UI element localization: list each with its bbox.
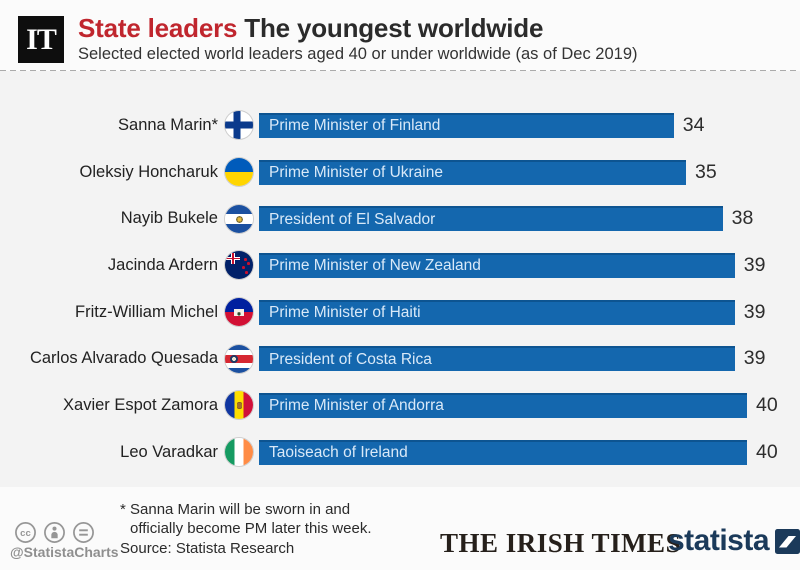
age-bar: Prime Minister of Finland xyxy=(259,112,674,138)
andorra-flag-icon xyxy=(225,391,253,420)
haiti-flag-icon xyxy=(225,298,253,327)
leader-name: Carlos Alvarado Quesada xyxy=(29,349,218,368)
leader-title: Prime Minister of Ukraine xyxy=(269,164,443,182)
ukraine-flag-icon xyxy=(225,158,253,187)
costa-rica-flag-icon xyxy=(225,344,253,373)
source-line: Source: Statista Research xyxy=(120,540,295,557)
leader-name: Fritz-William Michel xyxy=(75,302,218,321)
age-bar: President of El Salvador xyxy=(259,206,723,232)
leader-name: Xavier Espot Zamora xyxy=(63,395,218,414)
age-value: 39 xyxy=(743,253,766,276)
statista-charts-handle: @StatistaCharts xyxy=(10,544,119,560)
page-title: State leaders The youngest worldwide xyxy=(78,13,543,44)
footnote-line1: * Sanna Marin will be sworn in and xyxy=(120,501,351,518)
age-value: 39 xyxy=(743,300,766,323)
leader-title: Taoiseach of Ireland xyxy=(269,444,408,462)
svg-text:cc: cc xyxy=(20,528,31,539)
new-zealand-flag-icon xyxy=(225,251,253,280)
leader-name: Nayib Bukele xyxy=(120,209,218,228)
age-bar: Prime Minister of New Zealand xyxy=(259,252,735,278)
leader-title: Prime Minister of Andorra xyxy=(269,397,444,415)
leader-title: President of Costa Rica xyxy=(269,350,432,368)
leader-title: Prime Minister of Haiti xyxy=(269,304,421,322)
title-rest: The youngest worldwide xyxy=(244,13,544,43)
leader-row: Fritz-William Michel Prime Minister of H… xyxy=(0,289,800,336)
age-value: 38 xyxy=(731,207,754,230)
footnote: * Sanna Marin will be sworn in and offic… xyxy=(120,500,372,538)
age-bar: Prime Minister of Andorra xyxy=(259,392,747,418)
age-value: 34 xyxy=(682,113,705,136)
leader-row: Jacinda Ardern Prime Minister of New Zea… xyxy=(0,242,800,289)
age-bar: Taoiseach of Ireland xyxy=(259,439,747,465)
leader-title: Prime Minister of Finland xyxy=(269,117,441,135)
leader-row: Leo Varadkar Taoiseach of Ireland 40 xyxy=(0,429,800,476)
equality-icon xyxy=(73,522,94,543)
leader-row: Nayib Bukele President of El Salvador 38 xyxy=(0,195,800,242)
footnote-line2: officially become PM later this week. xyxy=(130,520,372,537)
ireland-flag-icon xyxy=(225,438,253,467)
leader-name: Jacinda Ardern xyxy=(107,255,218,274)
age-value: 40 xyxy=(756,440,778,463)
irish-times-wordmark: THE IRISH TIMES xyxy=(440,528,682,558)
age-bar: Prime Minister of Ukraine xyxy=(259,159,686,185)
age-value: 35 xyxy=(695,160,717,183)
leader-name: Leo Varadkar xyxy=(120,442,218,461)
page-subtitle: Selected elected world leaders aged 40 o… xyxy=(78,45,638,63)
age-value: 39 xyxy=(743,347,766,370)
irish-times-it-logo: IT xyxy=(18,16,64,63)
creative-commons-badge: cc xyxy=(14,521,95,544)
cc-icon: cc xyxy=(15,522,36,543)
age-value: 40 xyxy=(756,393,778,416)
attribution-person-icon xyxy=(44,522,65,543)
leader-row: Sanna Marin* Prime Minister of Finland 3… xyxy=(0,102,800,149)
title-highlight: State leaders xyxy=(78,13,238,43)
age-bar: Prime Minister of Haiti xyxy=(259,299,735,325)
leader-name: Oleksiy Honcharuk xyxy=(79,162,218,181)
bar-chart: Sanna Marin* Prime Minister of Finland 3… xyxy=(0,71,800,487)
leader-name: Sanna Marin* xyxy=(118,115,218,134)
statista-wordmark: statista xyxy=(668,524,770,557)
leader-title: President of El Salvador xyxy=(269,210,436,228)
leader-row: Carlos Alvarado Quesada President of Cos… xyxy=(0,335,800,382)
statista-slash-icon xyxy=(775,528,800,554)
leader-row: Oleksiy Honcharuk Prime Minister of Ukra… xyxy=(0,149,800,196)
el-salvador-flag-icon xyxy=(225,204,253,233)
finland-flag-icon xyxy=(225,111,253,140)
leader-title: Prime Minister of New Zealand xyxy=(269,257,481,275)
dashed-divider xyxy=(0,70,800,71)
statista-logo: statista xyxy=(668,524,800,558)
leader-row: Xavier Espot Zamora Prime Minister of An… xyxy=(0,382,800,429)
age-bar: President of Costa Rica xyxy=(259,346,735,372)
